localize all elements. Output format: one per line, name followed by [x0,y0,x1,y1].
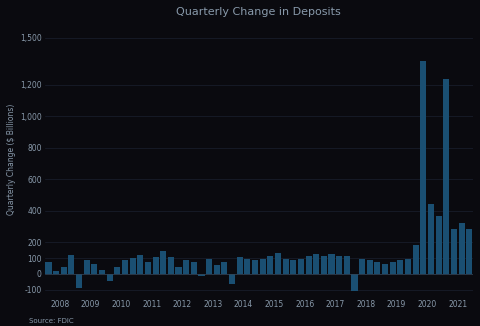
Bar [168,257,174,274]
Bar [221,262,228,274]
Bar [260,259,266,274]
Bar [374,262,381,274]
Bar [122,260,128,274]
Bar [206,259,212,274]
Bar [91,264,97,274]
Bar [53,271,59,274]
Bar [229,274,235,284]
Bar [198,274,204,276]
Bar [76,274,82,288]
Title: Quarterly Change in Deposits: Quarterly Change in Deposits [177,7,341,17]
Bar [382,264,388,274]
Bar [84,260,90,274]
Bar [153,257,158,274]
Bar [328,254,335,274]
Bar [145,262,151,274]
Bar [451,229,457,274]
Bar [160,251,166,274]
Bar [107,274,113,281]
Bar [351,274,358,291]
Bar [290,260,296,274]
Bar [252,260,258,274]
Bar [283,259,288,274]
Text: Source: FDIC: Source: FDIC [29,319,73,324]
Bar [336,256,342,274]
Bar [137,255,144,274]
Bar [405,259,411,274]
Bar [275,253,281,274]
Bar [367,260,373,274]
Bar [466,229,472,274]
Bar [191,262,197,274]
Bar [305,256,312,274]
Bar [244,259,251,274]
Y-axis label: Quarterly Change ($ Billions): Quarterly Change ($ Billions) [7,104,16,215]
Bar [237,257,243,274]
Bar [435,216,442,274]
Bar [114,267,120,274]
Bar [443,79,449,274]
Bar [267,256,274,274]
Bar [60,267,67,274]
Bar [130,258,136,274]
Bar [176,267,181,274]
Bar [68,255,74,274]
Bar [313,254,319,274]
Bar [298,259,304,274]
Bar [359,259,365,274]
Bar [46,262,51,274]
Bar [390,262,396,274]
Bar [458,223,465,274]
Bar [321,256,327,274]
Bar [344,256,350,274]
Bar [420,61,426,274]
Bar [397,260,403,274]
Bar [428,204,434,274]
Bar [214,265,220,274]
Bar [99,270,105,274]
Bar [413,245,419,274]
Bar [183,260,189,274]
